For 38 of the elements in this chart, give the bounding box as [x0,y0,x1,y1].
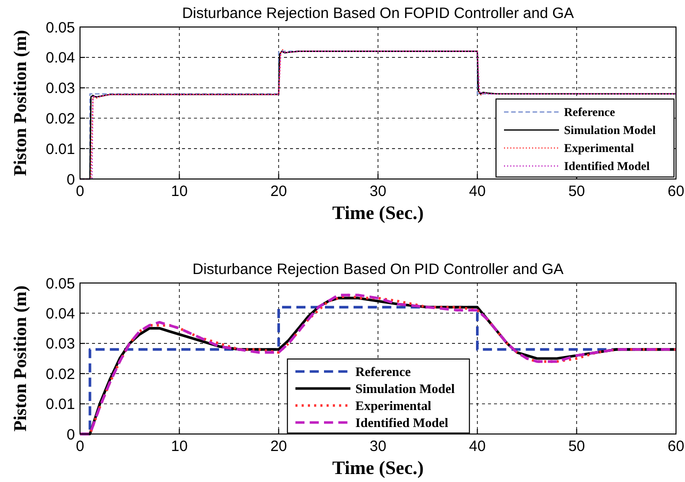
y-tick-label: 0.05 [46,275,75,292]
y-tick-label: 0 [66,426,75,444]
y-tick-label: 0.01 [46,140,75,158]
y-tick-label: 0.03 [46,80,75,98]
y-tick-label: 0.04 [46,305,75,322]
chart-title: Disturbance Rejection Based On PID Controller and GA [192,261,564,278]
x-tick-label: 60 [668,438,684,455]
y-tick-label: 0 [66,171,75,188]
x-tick-label: 30 [370,438,386,455]
y-tick-label: 0.02 [46,366,75,383]
x-tick-label: 20 [270,438,288,455]
chart-title: Disturbance Rejection Based On FOPID Controller and GA [182,5,574,22]
y-axis-title: Piston Position (m) [10,286,30,432]
legend-label: Identified Model [355,415,449,430]
x-axis-title: Time (Sec.) [332,203,424,224]
y-tick-label: 0.05 [46,19,75,36]
x-axis-title: Time (Sec.) [332,458,424,479]
x-tick-label: 40 [468,438,486,455]
legend-label: Simulation Model [564,123,656,138]
x-tick-label: 10 [170,438,188,455]
legend-label: Experimental [564,141,635,156]
legend-label: Reference [355,364,411,380]
legend-label: Identified Model [564,159,650,174]
y-tick-label: 0.02 [46,110,75,128]
x-tick-label: 40 [468,183,486,200]
x-tick-label: 50 [568,183,586,200]
y-tick-label: 0.04 [46,50,75,67]
x-tick-label: 10 [170,183,188,200]
y-axis-title: Piston Position (m) [10,30,30,176]
x-tick-label: 30 [370,183,386,200]
x-tick-label: 20 [270,183,288,200]
legend-label: Simulation Model [355,381,456,396]
x-tick-label: 50 [568,438,586,455]
y-tick-label: 0.01 [46,396,75,414]
legend-label: Reference [564,105,616,120]
y-tick-label: 0.03 [46,336,75,353]
legend-label: Experimental [355,398,432,414]
x-tick-label: 60 [668,183,684,200]
